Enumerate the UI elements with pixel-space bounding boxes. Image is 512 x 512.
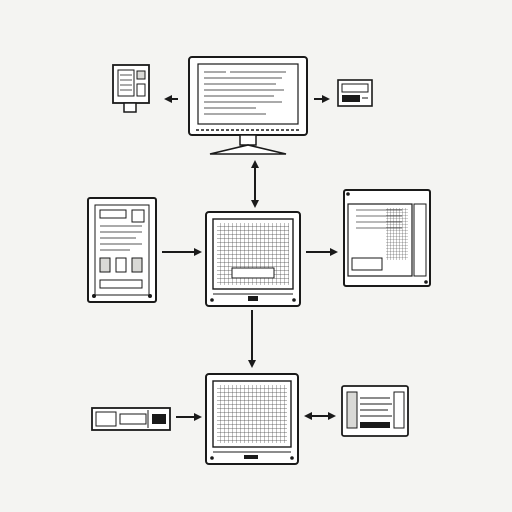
server-chassis-icon	[343, 189, 431, 287]
desktop-monitor-icon	[188, 56, 308, 155]
small-display-icon	[337, 79, 373, 107]
circuit-board-unit-icon	[205, 211, 301, 307]
handheld-device-icon	[112, 64, 150, 113]
circuit-board-unit-icon	[205, 373, 299, 465]
control-panel-icon	[87, 197, 157, 303]
drive-module-icon	[91, 407, 171, 431]
expansion-card-icon	[341, 385, 409, 437]
